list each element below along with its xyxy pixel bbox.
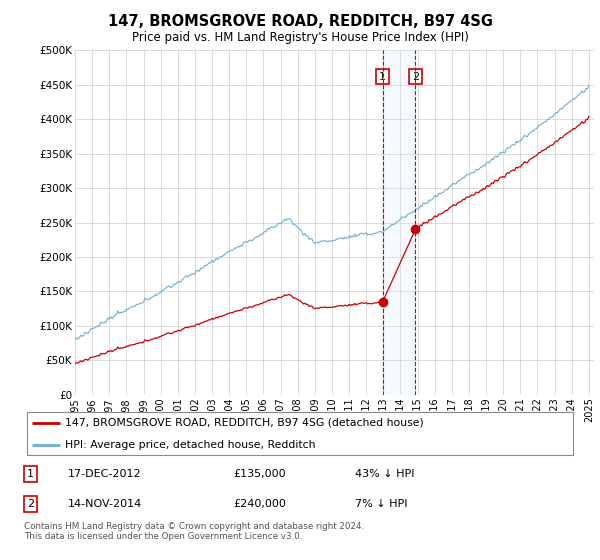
Text: 17-DEC-2012: 17-DEC-2012 — [68, 469, 142, 479]
Text: 147, BROMSGROVE ROAD, REDDITCH, B97 4SG: 147, BROMSGROVE ROAD, REDDITCH, B97 4SG — [107, 14, 493, 29]
Text: £240,000: £240,000 — [234, 499, 287, 509]
Text: 2: 2 — [412, 72, 419, 82]
Bar — [383, 50, 415, 395]
Text: HPI: Average price, detached house, Redditch: HPI: Average price, detached house, Redd… — [65, 440, 316, 450]
Text: Price paid vs. HM Land Registry's House Price Index (HPI): Price paid vs. HM Land Registry's House … — [131, 31, 469, 44]
Text: £135,000: £135,000 — [234, 469, 286, 479]
Text: 1: 1 — [27, 469, 34, 479]
Text: Contains HM Land Registry data © Crown copyright and database right 2024.
This d: Contains HM Land Registry data © Crown c… — [24, 522, 364, 542]
Text: 7% ↓ HPI: 7% ↓ HPI — [355, 499, 408, 509]
Text: 14-NOV-2014: 14-NOV-2014 — [68, 499, 142, 509]
Text: 43% ↓ HPI: 43% ↓ HPI — [355, 469, 415, 479]
Text: 147, BROMSGROVE ROAD, REDDITCH, B97 4SG (detached house): 147, BROMSGROVE ROAD, REDDITCH, B97 4SG … — [65, 418, 424, 428]
Text: 1: 1 — [379, 72, 386, 82]
FancyBboxPatch shape — [27, 412, 573, 455]
Text: 2: 2 — [27, 499, 34, 509]
